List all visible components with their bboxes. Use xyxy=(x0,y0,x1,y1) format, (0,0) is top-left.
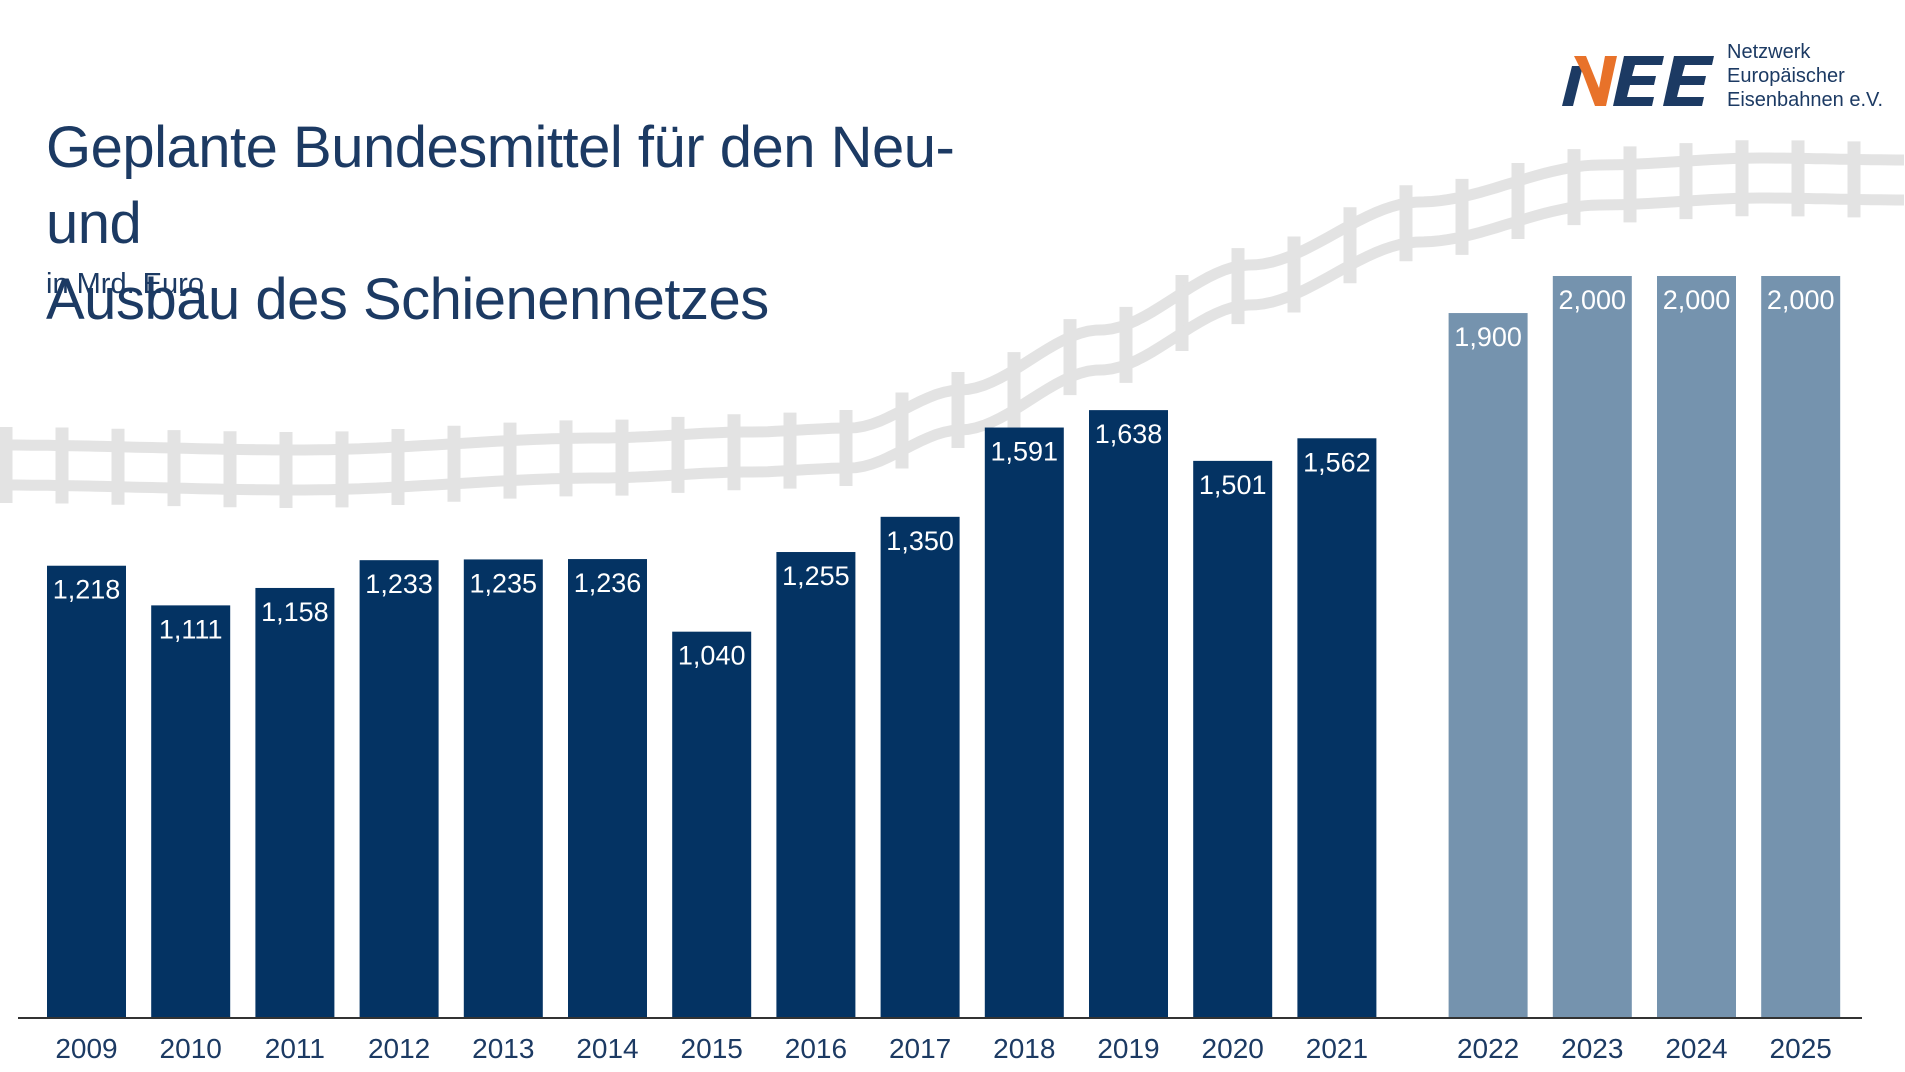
bar-2018 xyxy=(984,427,1064,1017)
x-tick-label-2009: 2009 xyxy=(55,1033,117,1064)
data-label-2011: 1,158 xyxy=(261,597,329,627)
data-label-2009: 1,218 xyxy=(53,575,121,605)
x-tick-label-2024: 2024 xyxy=(1665,1033,1727,1064)
bar-2019 xyxy=(1089,410,1168,1018)
x-tick-label-2012: 2012 xyxy=(368,1033,430,1064)
bar-2009 xyxy=(47,565,126,1017)
bar-2023 xyxy=(1552,276,1632,1017)
x-tick-label-2011: 2011 xyxy=(265,1033,325,1064)
nee-logo: Netzwerk Europäischer Eisenbahnen e.V. xyxy=(1556,36,1896,116)
chart-title: Geplante Bundesmittel für den Neu- und A… xyxy=(46,110,1046,338)
x-tick-label-2010: 2010 xyxy=(160,1033,222,1064)
data-label-2025: 2,000 xyxy=(1767,285,1835,315)
rail-upper xyxy=(0,152,1904,456)
x-tick-label-2013: 2013 xyxy=(472,1033,534,1064)
x-tick-label-2017: 2017 xyxy=(889,1033,951,1064)
rail-track xyxy=(0,140,1904,508)
logo-line-1: Netzwerk xyxy=(1727,41,1811,63)
x-tick-label-2014: 2014 xyxy=(576,1033,638,1064)
data-label-2019: 1,638 xyxy=(1095,419,1163,449)
bar-2012 xyxy=(359,560,439,1017)
x-tick-label-2020: 2020 xyxy=(1202,1033,1264,1064)
data-label-2024: 2,000 xyxy=(1663,285,1731,315)
bar-2021 xyxy=(1297,438,1377,1017)
x-tick-label-2023: 2023 xyxy=(1561,1033,1623,1064)
bar-2016 xyxy=(776,552,856,1017)
x-tick-label-2016: 2016 xyxy=(785,1033,847,1064)
bar-2014 xyxy=(568,559,647,1017)
data-label-2022: 1,900 xyxy=(1454,322,1522,352)
data-label-2014: 1,236 xyxy=(574,568,642,598)
data-label-2023: 2,000 xyxy=(1559,285,1627,315)
x-tick-label-2025: 2025 xyxy=(1770,1033,1832,1064)
x-tick-label-2018: 2018 xyxy=(993,1033,1055,1064)
chart-title-line2: Ausbau des Schienennetzes xyxy=(46,267,769,332)
bar-2022 xyxy=(1448,313,1528,1017)
data-label-2015: 1,040 xyxy=(678,641,746,671)
rail-lower xyxy=(0,192,1904,496)
logo-line-3: Eisenbahnen e.V. xyxy=(1727,89,1884,111)
bar-2024 xyxy=(1657,276,1736,1017)
nee-logo-mark xyxy=(1562,56,1714,106)
bar-2017 xyxy=(880,516,960,1017)
chart-title-line1: Geplante Bundesmittel für den Neu- und xyxy=(46,115,955,256)
data-label-2017: 1,350 xyxy=(886,526,954,556)
x-tick-label-2019: 2019 xyxy=(1097,1033,1159,1064)
chart-subtitle: in Mrd. Euro xyxy=(46,268,204,300)
data-label-2010: 1,111 xyxy=(159,614,223,644)
bar-2020 xyxy=(1193,460,1273,1017)
x-tick-label-2022: 2022 xyxy=(1457,1033,1519,1064)
data-label-2018: 1,591 xyxy=(991,437,1059,467)
logo-line-2: Europäischer xyxy=(1727,65,1845,87)
x-tick-label-2021: 2021 xyxy=(1306,1033,1368,1064)
data-label-2021: 1,562 xyxy=(1303,447,1371,477)
bar-2025 xyxy=(1761,276,1841,1017)
bar-2015 xyxy=(672,631,752,1017)
nee-logo-text: Netzwerk Europäischer Eisenbahnen e.V. xyxy=(1727,40,1883,112)
data-label-2012: 1,233 xyxy=(365,569,433,599)
data-label-2016: 1,255 xyxy=(782,561,850,591)
bar-2011 xyxy=(255,587,335,1017)
x-tick-label-2015: 2015 xyxy=(681,1033,743,1064)
bar-2010 xyxy=(151,605,231,1017)
bar-2013 xyxy=(463,559,543,1017)
data-label-2020: 1,501 xyxy=(1199,470,1267,500)
data-label-2013: 1,235 xyxy=(470,568,538,598)
